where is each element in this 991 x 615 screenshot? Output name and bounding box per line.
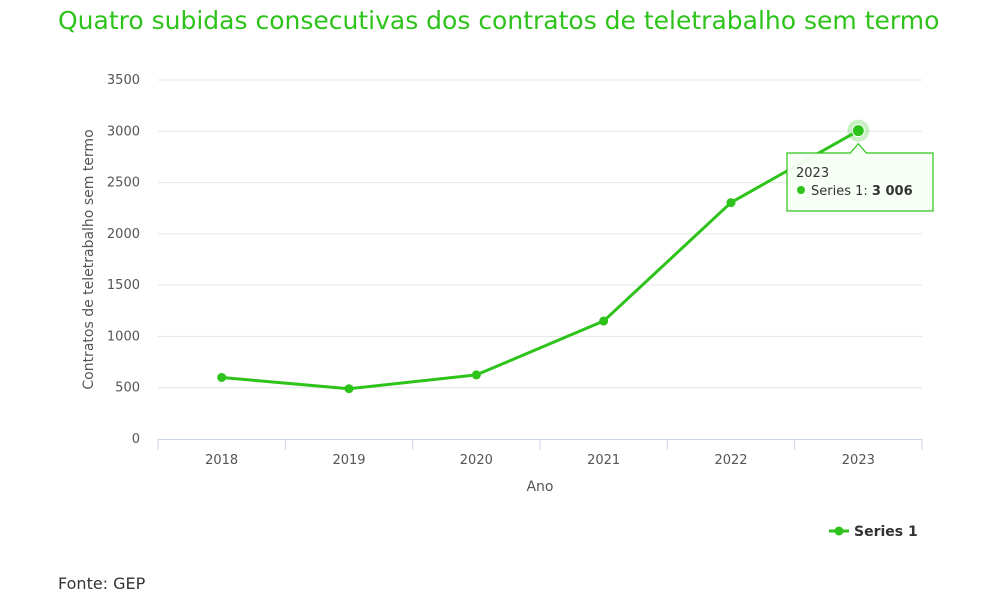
y-tick-label: 1500 (107, 278, 140, 293)
x-axis-title: Ano (526, 479, 553, 495)
data-point (471, 370, 481, 380)
x-tick-label: 2023 (842, 453, 875, 468)
tooltip-series-label: Series 1: 3 006 (811, 184, 913, 199)
y-tick-label: 3000 (107, 124, 140, 139)
y-tick-label: 0 (132, 432, 140, 447)
y-tick-label: 500 (115, 381, 140, 396)
data-point (851, 124, 865, 138)
y-tick-label: 3500 (107, 73, 140, 88)
legend-label: Series 1 (854, 524, 918, 540)
data-point (726, 198, 736, 208)
source-note: Fonte: GEP (58, 574, 146, 593)
legend-marker (834, 526, 844, 536)
data-point (217, 372, 227, 382)
x-tick-label: 2018 (205, 453, 238, 468)
y-tick-label: 1000 (107, 329, 140, 344)
x-tick-label: 2022 (714, 453, 747, 468)
x-tick-label: 2021 (587, 453, 620, 468)
y-axis-title: Contratos de teletrabalho sem termo (81, 129, 97, 389)
data-point (344, 384, 354, 394)
data-point (599, 316, 609, 326)
tooltip-box (786, 142, 934, 212)
series-line (220, 129, 860, 391)
tooltip-header: 2023 (796, 166, 829, 181)
tooltip-series-dot (797, 186, 805, 194)
y-tick-label: 2000 (107, 227, 140, 242)
x-tick-label: 2020 (460, 453, 493, 468)
chart-title: Quatro subidas consecutivas dos contrato… (58, 6, 940, 35)
x-tick-label: 2019 (332, 453, 365, 468)
y-tick-label: 2500 (107, 176, 140, 191)
